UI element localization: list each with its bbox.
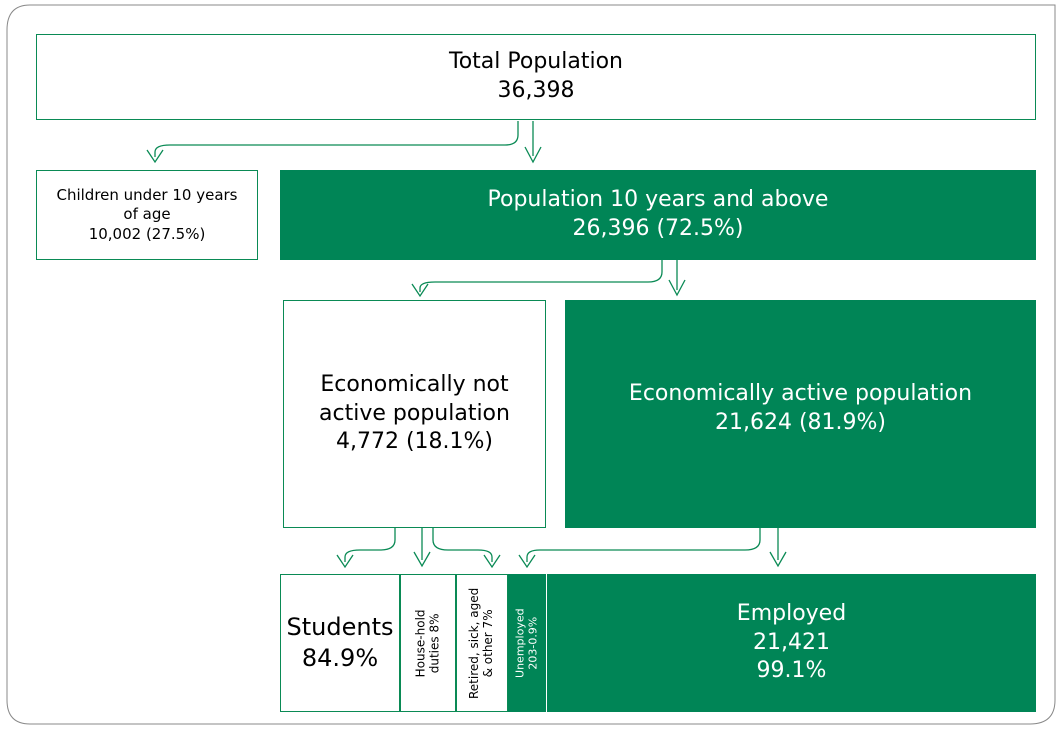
children-line-3: 10,002 (27.5%)	[88, 224, 206, 243]
population-10-above-value: 26,396 (72.5%)	[572, 216, 744, 241]
household-label: House-hold duties 8%	[414, 609, 443, 677]
household-duties-box: House-hold duties 8%	[400, 574, 456, 712]
economically-not-active-box: Economically not active population 4,772…	[283, 300, 546, 528]
children-line-1: Children under 10 years	[56, 185, 238, 204]
population-10-above-title: Population 10 years and above	[487, 187, 829, 213]
employed-box: Employed 21,421 99.1%	[547, 574, 1036, 712]
retired-sick-aged-box: Retired, sick, aged & other 7%	[456, 574, 508, 712]
total-population-box: Total Population 36,398	[36, 34, 1036, 120]
not-active-line-3: 4,772 (18.1%)	[335, 429, 494, 455]
retired-line-1: Retired, sick, aged	[467, 587, 482, 699]
active-value: 21,624 (81.9%)	[714, 410, 887, 435]
children-under-10-box: Children under 10 years of age 10,002 (2…	[36, 170, 258, 260]
students-title: Students	[286, 612, 394, 641]
unemployed-label: Unemployed 203-0.9%	[514, 608, 540, 678]
economically-active-box: Economically active population 21,624 (8…	[565, 300, 1036, 528]
unemployed-box: Unemployed 203-0.9%	[508, 574, 546, 712]
children-line-2: of age	[123, 205, 171, 224]
retired-label: Retired, sick, aged & other 7%	[468, 587, 497, 698]
employed-pct: 99.1%	[756, 658, 827, 684]
employed-value: 21,421	[753, 629, 830, 655]
employed-title: Employed	[736, 601, 847, 627]
household-line-2: duties 8%	[428, 613, 442, 673]
unemployed-line-1: Unemployed	[513, 608, 527, 678]
unemployed-line-2: 203-0.9%	[527, 616, 541, 670]
students-box: Students 84.9%	[280, 574, 400, 712]
total-population-value: 36,398	[497, 78, 575, 103]
active-title: Economically active population	[628, 381, 973, 407]
household-line-1: House-hold	[413, 609, 428, 677]
retired-line-2: & other 7%	[482, 609, 497, 678]
total-population-title: Total Population	[449, 49, 623, 75]
not-active-line-1: Economically not	[320, 372, 509, 398]
students-value: 84.9%	[301, 644, 379, 672]
population-10-above-box: Population 10 years and above 26,396 (72…	[280, 170, 1036, 260]
not-active-line-2: active population	[319, 400, 510, 426]
